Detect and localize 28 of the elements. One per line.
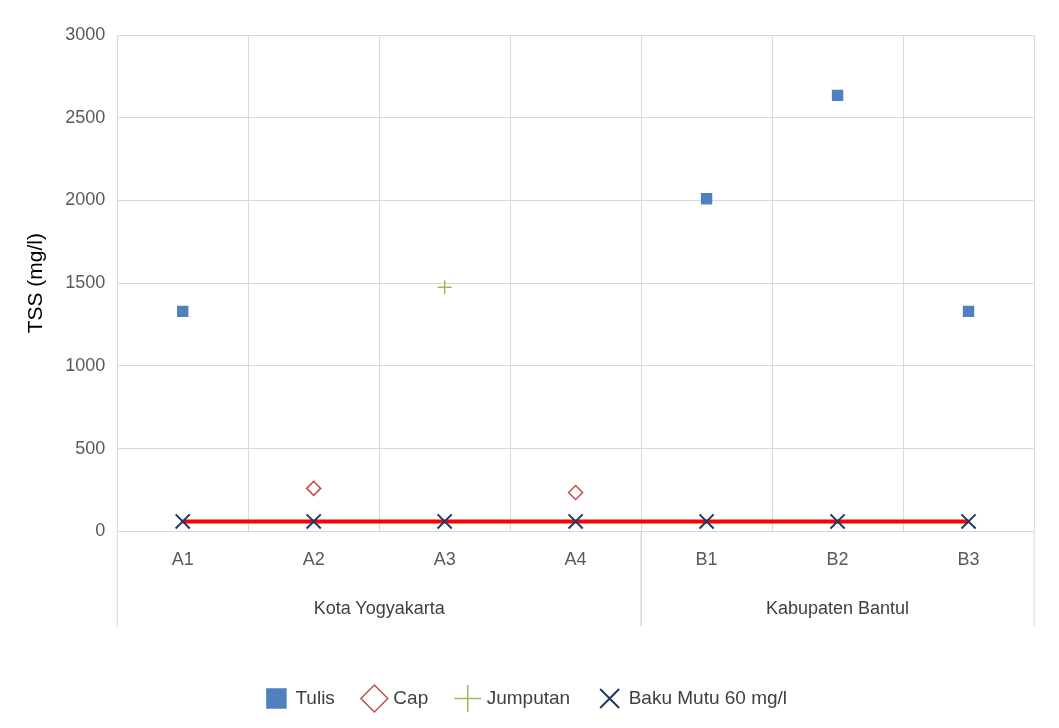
x-tick-label: B1 bbox=[695, 549, 718, 570]
point bbox=[962, 305, 975, 318]
y-tick-label: 1500 bbox=[65, 272, 106, 293]
y-axis-title: TSS (mg/l) bbox=[23, 233, 47, 334]
text: Kabupaten Bantul bbox=[765, 598, 910, 619]
text: Kota Yogyakarta bbox=[313, 598, 446, 619]
x-tick-label: B2 bbox=[826, 549, 849, 570]
x-tick-label: A4 bbox=[564, 549, 587, 570]
x-tick-label: A1 bbox=[171, 549, 194, 570]
x-tick-label: A3 bbox=[433, 549, 456, 570]
point bbox=[177, 305, 189, 318]
y-tick-label: 3000 bbox=[65, 23, 106, 44]
legend-label: Baku Mutu 60 mg/l bbox=[628, 686, 788, 708]
point bbox=[700, 193, 713, 205]
y-tick-label: 500 bbox=[75, 437, 106, 458]
y-tick-label: 1000 bbox=[65, 354, 106, 375]
point bbox=[831, 89, 844, 102]
legend-label: Tulis bbox=[295, 686, 335, 708]
legend-label: Jumputan bbox=[486, 686, 571, 708]
legend-label: Cap bbox=[393, 686, 429, 708]
point bbox=[305, 480, 322, 497]
y-tick-label: 0 bbox=[95, 520, 106, 541]
x-tick-label: B3 bbox=[957, 549, 980, 570]
y-tick-label: 2000 bbox=[65, 189, 106, 210]
y-tick-label: 2500 bbox=[65, 106, 106, 127]
point bbox=[567, 484, 584, 501]
point bbox=[436, 279, 453, 296]
x-tick-label: A2 bbox=[302, 549, 325, 570]
